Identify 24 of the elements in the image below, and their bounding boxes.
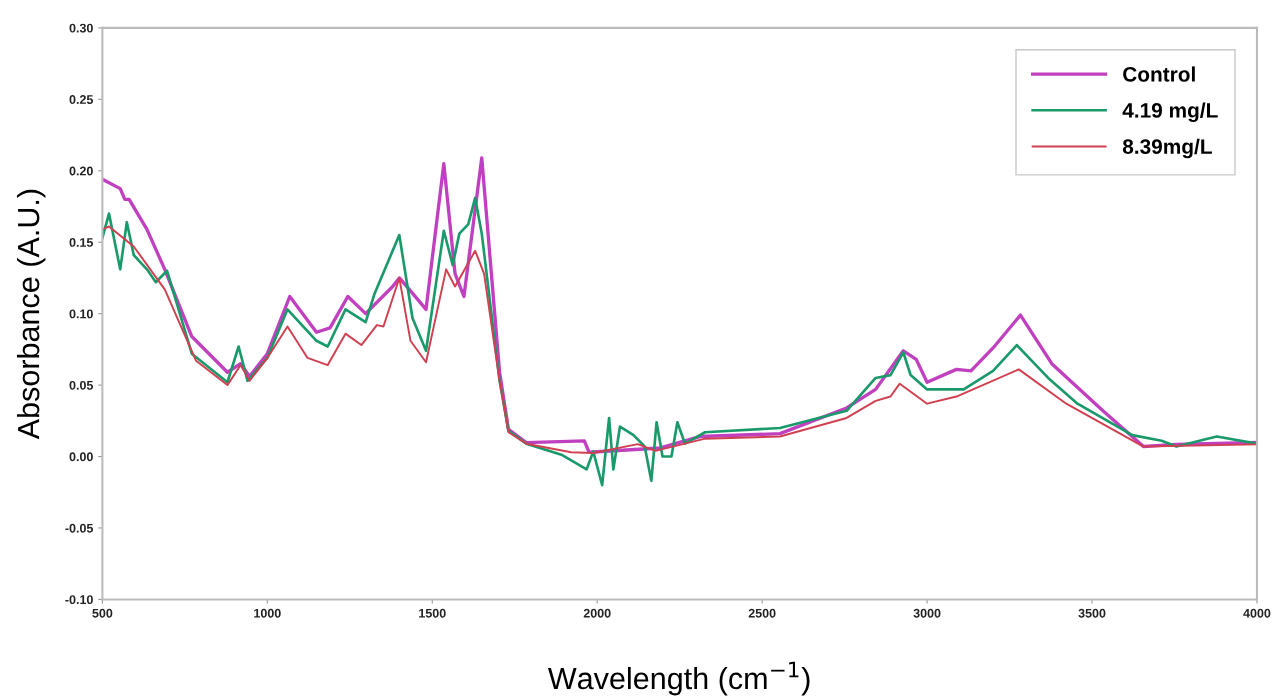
y-tick-label: 0.15 <box>69 238 94 247</box>
line-series <box>102 196 1257 487</box>
legend-label: 8.39mg/L <box>1122 138 1212 159</box>
x-tick-label: 3000 <box>913 608 941 618</box>
y-tick-label: 0.10 <box>69 309 93 319</box>
x-tick-label: 1500 <box>419 608 446 618</box>
y-tick-label: -0.10 <box>65 595 93 605</box>
x-tick-label: 2000 <box>583 608 611 618</box>
y-tick-label: 0.20 <box>69 166 93 176</box>
x-axis-title: Wavelength (cm$^{−1}$) <box>547 661 810 696</box>
legend-label: Control <box>1123 66 1195 82</box>
x-tick-label: 3500 <box>1078 608 1106 618</box>
x-tick-label: 500 <box>92 608 113 618</box>
x-tick-label: 2500 <box>748 608 776 618</box>
y-tick-label: 0.30 <box>69 23 93 33</box>
y-tick-label: 0.00 <box>69 452 93 462</box>
x-tick-label: 1000 <box>254 608 281 618</box>
legend-label: 4.19 mg/L <box>1122 102 1218 122</box>
x-tick-label: 4000 <box>1243 608 1271 618</box>
y-tick-label: -0.05 <box>65 523 94 533</box>
y-tick-label: 0.25 <box>69 95 94 104</box>
y-tick-label: 0.05 <box>69 380 94 390</box>
y-axis-title: Absorbance (A.U.) <box>16 189 46 440</box>
line-series <box>102 225 1257 454</box>
